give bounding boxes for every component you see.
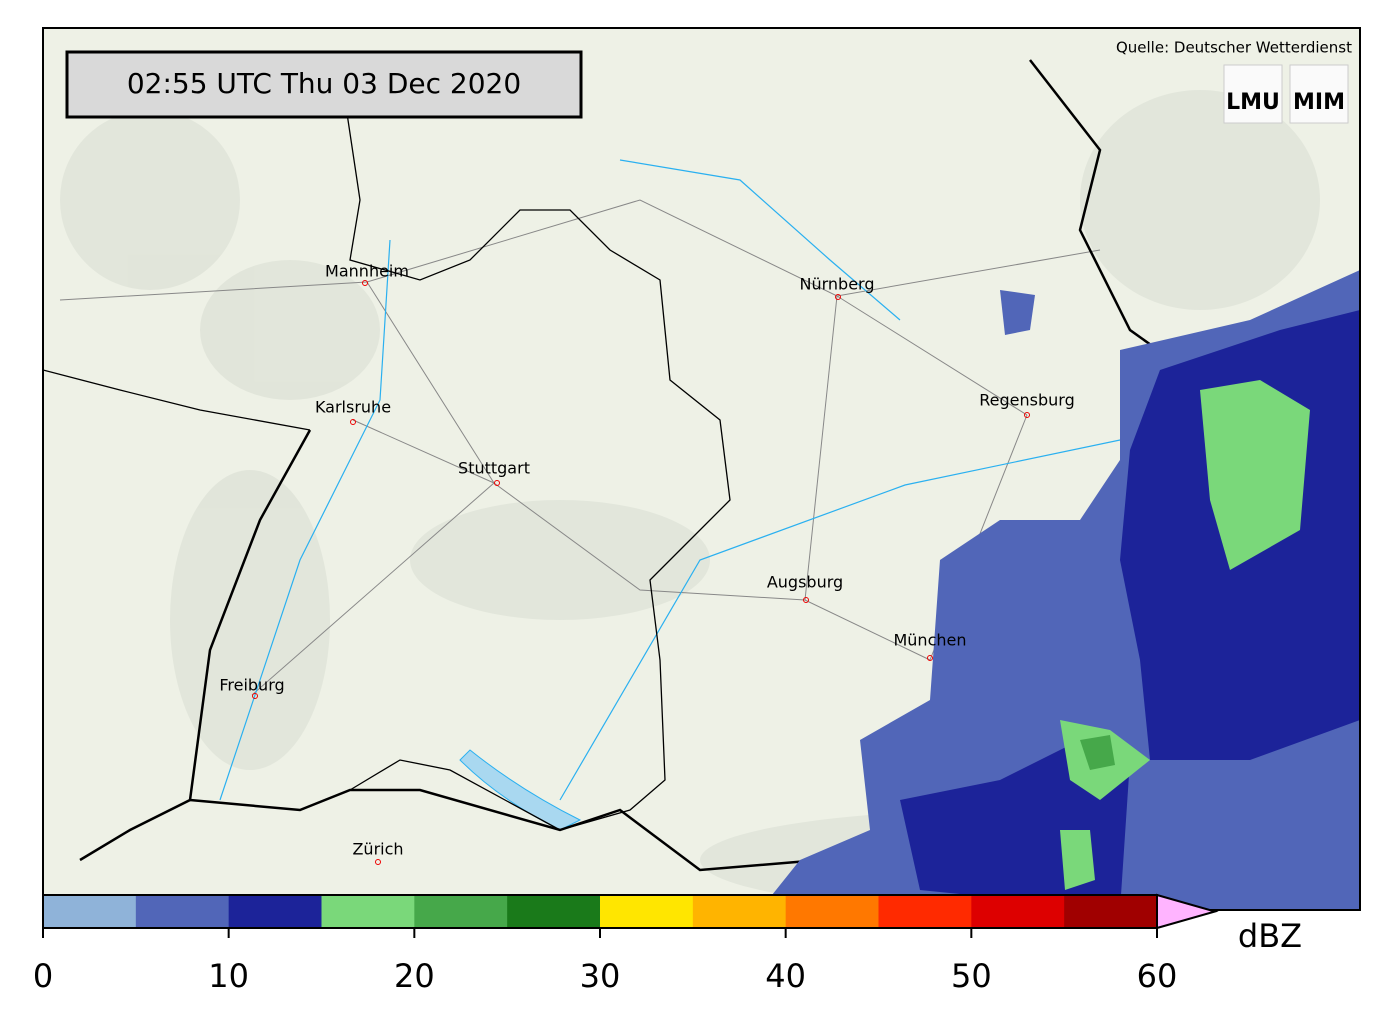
- colorbar-segment: [43, 895, 137, 928]
- logo-box: [1289, 64, 1349, 124]
- colorbar: 0 10 20 30 40 50 60 dBZ: [33, 893, 1302, 995]
- city-label: Mannheim: [325, 262, 409, 281]
- city-dot: [494, 480, 500, 486]
- timestamp: 02:55 UTC Thu 03 Dec 2020: [127, 67, 521, 100]
- colorbar-segment: [228, 895, 322, 928]
- colorbar-tick-label: 40: [765, 957, 806, 995]
- colorbar-segment: [507, 895, 601, 928]
- source: Quelle: Deutscher Wetterdienst: [1116, 39, 1352, 57]
- city-label: Regensburg: [979, 391, 1074, 410]
- colorbar-tick-label: 20: [394, 957, 435, 995]
- map: Mannheim Nürnberg Regensburg Karlsruhe Stutt…: [43, 28, 1360, 910]
- radar-echoes: [760, 270, 1360, 910]
- colorbar-tick-label: 10: [208, 957, 249, 995]
- city-label: Stuttgart: [458, 459, 530, 478]
- colorbar-segment: [785, 895, 879, 928]
- colorbar-segment: [692, 895, 787, 928]
- city-dot: [803, 597, 809, 603]
- colorbar-segment: [135, 895, 230, 928]
- colorbar-segment: [321, 895, 415, 928]
- city-dot: [350, 419, 356, 425]
- colorbar-segment: [971, 895, 1065, 928]
- logo: MIM: [1293, 90, 1345, 115]
- city-dot: [835, 294, 841, 300]
- logo: LMU: [1226, 90, 1280, 115]
- colorbar-tick-label: 60: [1137, 957, 1178, 995]
- city-dot: [1024, 412, 1030, 418]
- city-label: Karlsruhe: [315, 398, 391, 417]
- colorbar-tick-label: 30: [580, 957, 621, 995]
- city-label: Freiburg: [219, 676, 284, 695]
- logo-box: [1223, 64, 1283, 124]
- colorbar-segment: [1064, 895, 1158, 928]
- colorbar-segment: [414, 895, 508, 928]
- city-label: Augsburg: [767, 573, 843, 592]
- colorbar-label: dBZ: [1238, 917, 1302, 955]
- colorbar-tick-label: 0: [33, 957, 53, 995]
- city-dot: [375, 859, 381, 865]
- colorbar-segment: [600, 895, 694, 928]
- city-label: München: [893, 631, 966, 650]
- city-dot: [252, 693, 258, 699]
- colorbar-tick-label: 50: [951, 957, 992, 995]
- colorbar-segment: [878, 895, 972, 928]
- city-dot: [927, 655, 933, 661]
- city-label: Zürich: [352, 840, 403, 859]
- cities: Mannheim Nürnberg Regensburg Karlsruhe Stutt…: [219, 262, 1075, 865]
- city-label: Nürnberg: [800, 275, 875, 294]
- city-dot: [362, 280, 368, 286]
- timestamp-box: [65, 50, 583, 119]
